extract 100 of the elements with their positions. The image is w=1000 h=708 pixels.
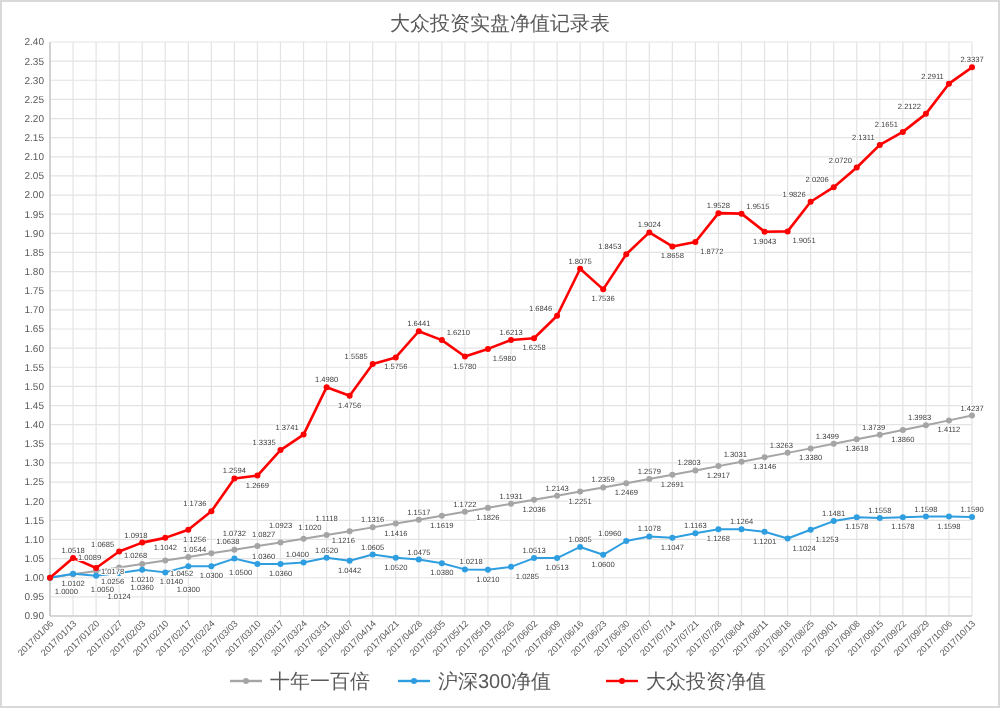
- point: [323, 384, 330, 391]
- point: [761, 454, 768, 461]
- point: [508, 500, 514, 507]
- point: [461, 353, 468, 360]
- point: [969, 513, 975, 520]
- point: [715, 210, 722, 217]
- point: [853, 164, 860, 171]
- point: [508, 563, 514, 570]
- point: [438, 512, 445, 519]
- point: [461, 508, 468, 515]
- point: [254, 543, 261, 550]
- point: [577, 265, 584, 272]
- point: [461, 566, 468, 573]
- line-series: [47, 513, 975, 581]
- point: [277, 447, 284, 454]
- point: [853, 514, 860, 521]
- point: [922, 513, 929, 520]
- point: [369, 551, 376, 558]
- point: [323, 554, 330, 561]
- point: [208, 508, 215, 515]
- point: [277, 539, 284, 546]
- legend-label: 十年一百倍: [270, 670, 370, 694]
- point: [346, 392, 353, 399]
- point: [807, 445, 814, 452]
- point: [830, 518, 837, 525]
- point: [899, 128, 906, 135]
- point: [577, 488, 584, 495]
- point: [346, 557, 353, 564]
- point: [600, 484, 607, 491]
- point: [392, 554, 399, 561]
- point: [162, 557, 169, 564]
- point: [300, 535, 307, 542]
- point: [277, 560, 284, 567]
- point: [254, 472, 261, 479]
- point: [969, 64, 975, 71]
- point: [484, 566, 491, 573]
- point: [853, 436, 860, 443]
- point: [669, 243, 676, 250]
- point: [415, 328, 422, 335]
- point: [93, 572, 100, 579]
- point: [231, 555, 238, 562]
- point: [899, 514, 906, 521]
- point: [185, 553, 192, 560]
- point: [669, 534, 676, 541]
- point: [162, 569, 169, 576]
- chart-title: 大众投资实盘净值记录表: [390, 12, 610, 36]
- point: [531, 496, 538, 503]
- point: [922, 422, 929, 429]
- point: [116, 548, 123, 555]
- point: [323, 531, 330, 538]
- point: [945, 80, 952, 87]
- point: [185, 563, 192, 570]
- point: [876, 515, 883, 522]
- point: [139, 539, 146, 546]
- point: [945, 417, 952, 424]
- point: [438, 560, 445, 567]
- point: [577, 543, 584, 550]
- point: [254, 560, 261, 567]
- point: [784, 535, 791, 542]
- point: [807, 526, 814, 533]
- point: [600, 551, 607, 558]
- point: [830, 440, 837, 447]
- legend-label: 沪深300净值: [438, 670, 552, 694]
- point: [761, 228, 768, 235]
- point: [692, 239, 699, 246]
- point: [738, 458, 745, 465]
- point: [185, 526, 192, 533]
- point: [300, 431, 307, 438]
- point: [715, 463, 722, 470]
- point: [646, 476, 653, 483]
- point: [922, 110, 929, 117]
- point: [692, 530, 699, 537]
- point: [554, 555, 561, 562]
- point: [208, 550, 215, 557]
- point: [876, 431, 883, 438]
- legend-label: 大众投资净值: [646, 670, 766, 694]
- point: [554, 312, 561, 319]
- point: [392, 354, 399, 361]
- point: [646, 533, 653, 540]
- point: [438, 337, 445, 344]
- point: [761, 528, 768, 535]
- point: [738, 210, 745, 217]
- point: [623, 480, 630, 487]
- point: [784, 449, 791, 456]
- point: [484, 504, 491, 511]
- point: [623, 251, 630, 258]
- point: [600, 286, 607, 293]
- point: [646, 229, 653, 236]
- point: [415, 556, 422, 563]
- point: [784, 228, 791, 235]
- point: [830, 184, 837, 191]
- point: [715, 526, 722, 533]
- point: [392, 520, 399, 527]
- point: [231, 475, 238, 482]
- point: [692, 467, 699, 474]
- point: [669, 471, 676, 478]
- point: [369, 361, 376, 368]
- point: [208, 563, 215, 570]
- point: [623, 538, 630, 544]
- point: [162, 534, 169, 541]
